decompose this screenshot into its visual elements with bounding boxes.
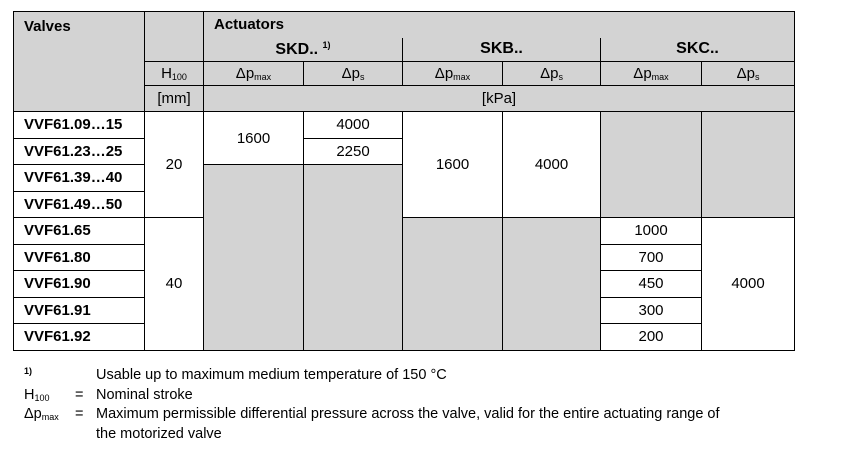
col-skd-dps: Δps [303, 61, 403, 86]
na-cell [502, 217, 601, 351]
footnote-equals: = [75, 406, 84, 422]
skd-dps-value: 4000 [303, 111, 403, 139]
col-skc-dpmax: Δpmax [600, 61, 702, 86]
na-cell [203, 164, 304, 351]
valve-name: VVF61.91 [13, 296, 145, 324]
col-skd-dpmax: Δpmax [203, 61, 304, 86]
footnote-1: 1) Usable up to maximum medium temperatu… [0, 366, 859, 386]
footnote-text: Maximum permissible differential pressur… [96, 406, 720, 422]
skc-dps-value: 4000 [701, 217, 795, 351]
footnote-equals: = [75, 387, 84, 403]
col-skb-dps: Δps [502, 61, 601, 86]
footnote-text: Nominal stroke [96, 387, 193, 403]
valve-name: VVF61.92 [13, 323, 145, 351]
valve-name: VVF61.49…50 [13, 190, 145, 218]
skd-dps-value: 2250 [303, 137, 403, 165]
col-skc-dps: Δps [701, 61, 795, 86]
valve-name: VVF61.23…25 [13, 137, 145, 165]
valves-header: Valves [13, 11, 145, 86]
footnote-key: 1) [24, 366, 33, 376]
unit-kpa: [kPa] [203, 85, 795, 112]
skc-dpmax-value: 1000 [600, 217, 702, 245]
skd-dpmax-value: 1600 [203, 111, 304, 165]
valve-name: VVF61.65 [13, 217, 145, 245]
unit-mm: [mm] [144, 85, 204, 112]
na-cell [402, 217, 503, 351]
group-skc: SKC.. [600, 37, 795, 62]
footnote-key: Δpmax [24, 406, 59, 422]
valve-name: VVF61.39…40 [13, 164, 145, 192]
header-spacer [144, 11, 204, 38]
skb-dpmax-value: 1600 [402, 111, 503, 218]
footnote-text: Usable up to maximum medium temperature … [96, 367, 447, 383]
valve-actuator-table: Valves Actuators SKD.. 1) SKB.. SKC.. H1… [13, 11, 795, 351]
footnote-mark: 1) [322, 39, 331, 50]
col-h100: H100 [144, 61, 204, 86]
valve-name: VVF61.90 [13, 270, 145, 298]
skc-dpmax-value: 700 [600, 243, 702, 271]
na-cell [701, 111, 795, 218]
footnote-h100: H100 = Nominal stroke [0, 387, 859, 407]
valve-name: VVF61.80 [13, 243, 145, 271]
group-skb: SKB.. [402, 37, 601, 62]
na-cell [600, 111, 702, 218]
actuators-header: Actuators [203, 11, 795, 38]
skc-dpmax-value: 200 [600, 323, 702, 351]
group-skd: SKD.. 1) [203, 37, 403, 62]
col-skb-dpmax: Δpmax [402, 61, 503, 86]
footnote-dpmax: Δpmax = Maximum permissible differential… [0, 406, 859, 446]
footnote-key: H100 [24, 387, 50, 403]
skb-dps-value: 4000 [502, 111, 601, 218]
valve-name: VVF61.09…15 [13, 111, 145, 139]
na-cell [303, 164, 403, 351]
h100-value: 20 [144, 111, 204, 218]
skc-dpmax-value: 450 [600, 270, 702, 298]
footnote-text-continued: the motorized valve [96, 426, 222, 442]
skc-dpmax-value: 300 [600, 296, 702, 324]
h100-value: 40 [144, 217, 204, 351]
